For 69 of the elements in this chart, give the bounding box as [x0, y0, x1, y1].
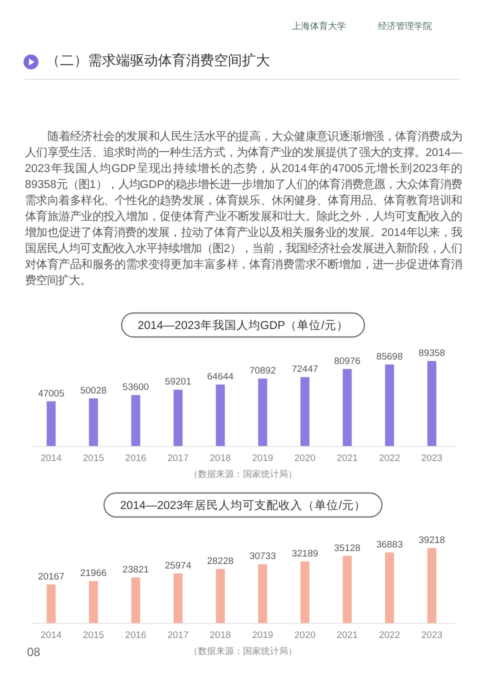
- x-tick-label: 2014: [40, 630, 62, 641]
- data-label: 50028: [80, 385, 107, 396]
- bar: [131, 395, 140, 446]
- data-label: 39218: [418, 535, 446, 546]
- data-label: 85698: [376, 351, 403, 362]
- x-tick-label: 2019: [252, 630, 274, 641]
- x-tick-label: 2014: [40, 453, 62, 464]
- x-tick-label: 2017: [167, 453, 189, 464]
- x-tick-label: 2022: [378, 630, 400, 641]
- bar: [46, 584, 56, 623]
- bar: [342, 368, 352, 446]
- data-label: 28228: [207, 556, 234, 568]
- x-tick-label: 2016: [125, 453, 146, 464]
- data-label: 89358: [418, 348, 446, 359]
- x-tick-label: 2016: [125, 630, 146, 641]
- bar: [385, 364, 394, 446]
- bar: [174, 390, 183, 446]
- chart-title: 2014—2023年居民人均可支配收入（单位/元）: [120, 498, 366, 512]
- data-label: 59201: [164, 376, 192, 388]
- bar: [46, 401, 56, 446]
- bar: [216, 569, 225, 623]
- data-label: 80976: [334, 356, 360, 367]
- bar: [258, 378, 268, 446]
- text: （数据来源：国家统计局）: [189, 646, 297, 656]
- bar: [88, 398, 98, 446]
- bar: [131, 577, 140, 623]
- x-tick-label: 2015: [82, 630, 104, 641]
- bar: [216, 384, 225, 446]
- bar: [427, 548, 436, 623]
- x-tick-label: 2023: [421, 630, 442, 641]
- x-tick-label: 2018: [210, 453, 231, 464]
- x-tick-label: 2022: [378, 453, 400, 464]
- text: 08: [27, 645, 41, 659]
- x-tick-label: 2021: [336, 453, 358, 464]
- bar: [88, 580, 98, 623]
- x-tick-label: 2023: [421, 453, 442, 464]
- data-label: 23821: [122, 564, 149, 576]
- data-label: 25974: [164, 560, 192, 572]
- bar: [258, 564, 268, 623]
- bar: [300, 561, 310, 623]
- x-tick-label: 2020: [294, 453, 316, 464]
- data-label: 70892: [249, 366, 276, 377]
- data-label: 53600: [122, 382, 149, 394]
- data-label: 36883: [376, 539, 403, 550]
- text: 经济管理学院: [378, 20, 432, 33]
- text: 随着经济社会的发展和人民生活水平的提高，大众健康意识逐渐增强，体育消费成为人们享受生活、追求时尚的一种生活方式，为体育产业的发展提供了强大的支撑。2014—2023年我国人均GDP呈现出持续增长的态势，从2014年的47005元增长到2023年的89358元（图1），人均GDP的稳步增长进一步增加了人们的体育消费意愿，大众体育消费需求向着多样化、个性化的趋势发展，体育娱乐、休闲健身、体育用品、体育教育培训和体育旅游产业的投入增加，促使体育产业不断发展和壮大。除此之外，人均可支配收入的增加也促进了体育消费的发展，拉动了体育产业以及相关服务业的发展。2014年以来，我国居民人均可支配收入水平持续增加（图2），当前，我国经济社会发展进入新阶段，人们对体育产品和服务的需求变得更加丰富多样，体育消费需求不断增加，进一步促进体育消费空间扩大。: [25, 131, 462, 287]
- data-label: 21966: [80, 568, 107, 579]
- data-label: 47005: [38, 388, 64, 400]
- data-label: 35128: [334, 542, 360, 554]
- x-tick-label: 2017: [167, 630, 189, 641]
- data-label: 72447: [292, 364, 318, 376]
- x-tick-label: 2019: [252, 453, 274, 464]
- bar: [300, 377, 310, 446]
- bar: [385, 552, 394, 623]
- x-tick-label: 2015: [82, 453, 104, 464]
- bar: [342, 556, 352, 623]
- text: （数据来源：国家统计局）: [189, 469, 297, 479]
- chart-title: 2014—2023年我国人均GDP（单位/元）: [138, 319, 348, 332]
- data-label: 32189: [292, 548, 318, 560]
- x-tick-label: 2021: [336, 630, 358, 641]
- text: （二）需求端驱动体育消费空间扩大: [46, 52, 270, 70]
- data-label: 30733: [249, 551, 276, 562]
- text: 上海体育大学: [292, 20, 346, 33]
- data-label: 20167: [38, 571, 64, 582]
- bar: [427, 361, 436, 446]
- data-label: 64644: [207, 372, 234, 383]
- bar: [174, 573, 183, 623]
- x-tick-label: 2018: [210, 630, 231, 641]
- x-tick-label: 2020: [294, 630, 316, 641]
